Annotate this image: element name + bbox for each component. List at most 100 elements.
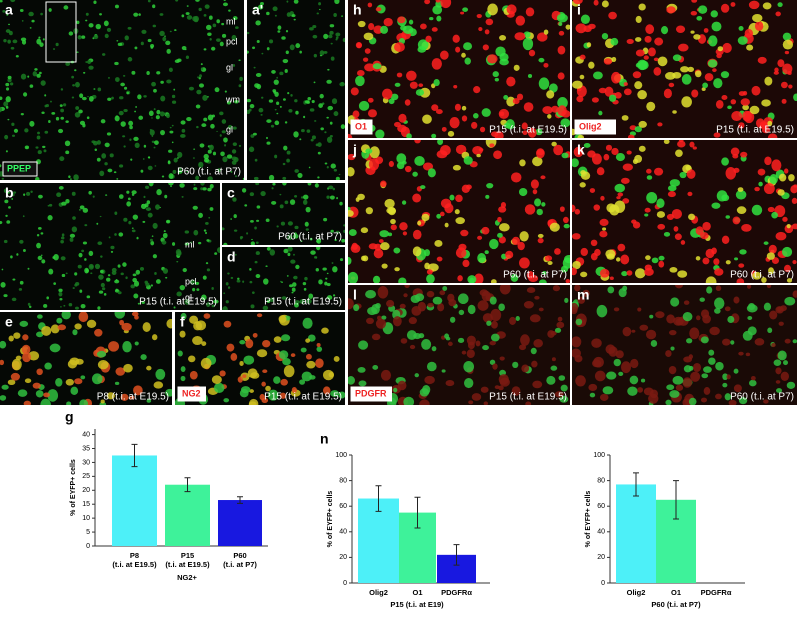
cell xyxy=(146,399,152,403)
cell xyxy=(613,358,621,367)
cell xyxy=(791,223,797,230)
cell xyxy=(330,163,336,169)
cell xyxy=(587,150,596,158)
cell xyxy=(302,199,308,205)
cell xyxy=(580,247,588,257)
cell xyxy=(509,316,517,325)
cell xyxy=(129,138,132,141)
cell xyxy=(250,241,255,245)
cell xyxy=(106,27,112,32)
cell xyxy=(93,34,99,40)
cell xyxy=(583,142,591,148)
cell xyxy=(295,264,300,270)
cell xyxy=(562,257,570,269)
cells xyxy=(222,183,345,245)
cell xyxy=(92,195,95,198)
cell xyxy=(646,175,653,180)
cell xyxy=(37,314,43,319)
panel-caption: P15 (t.i. at E19.5) xyxy=(489,125,567,136)
y-tick-label: 0 xyxy=(86,543,90,550)
cell xyxy=(153,88,157,93)
y-tick-label: 0 xyxy=(601,580,605,587)
cell xyxy=(767,327,773,334)
cell xyxy=(274,14,277,17)
panel-letter: d xyxy=(227,249,236,265)
cell xyxy=(232,142,237,147)
cell xyxy=(441,369,446,373)
cell xyxy=(736,206,747,215)
cell xyxy=(163,230,166,233)
cell xyxy=(691,89,699,98)
cell xyxy=(181,196,184,198)
cell xyxy=(762,2,772,10)
cell xyxy=(122,341,132,353)
cell xyxy=(55,116,60,121)
cell xyxy=(788,174,795,182)
cell xyxy=(255,20,261,26)
cell xyxy=(371,333,381,341)
cell xyxy=(752,271,762,280)
cell xyxy=(721,95,728,100)
cell xyxy=(286,158,290,163)
cell xyxy=(688,354,694,360)
cell xyxy=(528,49,536,57)
cell xyxy=(733,368,739,374)
cell xyxy=(777,350,787,361)
cell xyxy=(5,150,8,153)
cell xyxy=(318,2,322,6)
cell xyxy=(232,16,238,21)
cell xyxy=(171,124,174,127)
cell xyxy=(193,148,196,150)
cell xyxy=(69,357,80,366)
y-tick-label: 5 xyxy=(86,529,90,536)
cell xyxy=(331,262,334,264)
cell xyxy=(615,257,621,262)
cell xyxy=(260,2,264,6)
cell xyxy=(256,349,268,358)
cell xyxy=(139,267,145,271)
cell xyxy=(461,350,467,355)
cell xyxy=(596,304,608,318)
cell xyxy=(65,61,71,67)
cell xyxy=(10,372,20,381)
error-bar xyxy=(414,496,421,529)
cell xyxy=(761,99,771,107)
cell xyxy=(722,338,731,346)
cell xyxy=(538,307,544,312)
cell xyxy=(440,50,449,60)
cell xyxy=(150,284,153,287)
cell xyxy=(78,109,83,114)
cell xyxy=(655,311,665,319)
cell xyxy=(622,326,632,337)
cell xyxy=(461,52,466,58)
cell xyxy=(527,73,533,78)
cell xyxy=(216,38,221,42)
cell xyxy=(338,173,341,176)
cell xyxy=(206,239,210,242)
cell xyxy=(669,329,677,336)
cell xyxy=(302,194,309,200)
cell xyxy=(593,204,601,211)
cell xyxy=(285,30,289,33)
cell xyxy=(316,239,320,243)
cell xyxy=(426,361,437,372)
cell xyxy=(715,100,724,109)
cell xyxy=(299,138,302,141)
cell xyxy=(171,141,174,144)
cell xyxy=(666,384,675,391)
cell xyxy=(396,153,407,164)
cell xyxy=(329,24,335,28)
cell xyxy=(282,98,286,101)
cell xyxy=(148,110,154,117)
cell xyxy=(413,332,422,340)
cell xyxy=(65,120,69,123)
cell xyxy=(560,118,570,128)
cell xyxy=(78,312,89,323)
cell xyxy=(192,287,196,292)
cell xyxy=(198,241,202,245)
cell xyxy=(468,400,474,405)
cell xyxy=(761,277,767,283)
cell xyxy=(59,156,65,162)
